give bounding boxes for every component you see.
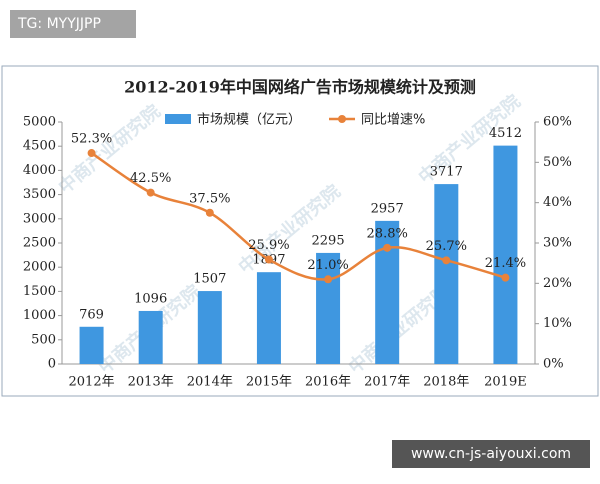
y2-tick-label: 10%	[543, 316, 572, 331]
line-value-label: 21.4%	[485, 256, 526, 271]
legend-label: 市场规模（亿元）	[197, 112, 301, 128]
line-point	[146, 188, 155, 197]
bar-value-label: 1507	[193, 272, 226, 287]
y-tick-label: 1000	[23, 308, 56, 323]
x-tick-label: 2019E	[484, 375, 527, 390]
legend-swatch	[165, 114, 191, 124]
line-value-label: 42.5%	[130, 171, 171, 186]
bar	[79, 326, 104, 364]
y2-tick-label: 40%	[543, 195, 572, 210]
tag-box	[10, 10, 136, 38]
bar	[256, 272, 281, 364]
footer-box	[392, 440, 590, 468]
y-tick-label: 3500	[23, 187, 56, 202]
bar	[434, 184, 459, 364]
x-tick-label: 2015年	[246, 375, 292, 390]
line-point	[383, 243, 392, 252]
line-value-label: 28.8%	[367, 226, 408, 241]
line-point	[324, 275, 333, 284]
bar-value-label: 2957	[371, 201, 404, 216]
y-tick-label: 1500	[23, 284, 56, 299]
y2-tick-label: 0%	[543, 357, 564, 372]
line-value-label: 52.3%	[71, 132, 112, 147]
y-tick-label: 500	[31, 332, 56, 347]
y2-tick-label: 50%	[543, 155, 572, 170]
y-tick-label: 2000	[23, 260, 56, 275]
bar-value-label: 4512	[489, 126, 522, 141]
footer-text: www.cn-js-aiyouxi.com	[411, 446, 571, 462]
bar-value-label: 1096	[134, 291, 167, 306]
bar	[197, 291, 222, 364]
bar	[316, 252, 341, 364]
y2-tick-label: 20%	[543, 276, 572, 291]
x-tick-label: 2016年	[305, 375, 351, 390]
bar	[375, 220, 400, 364]
y-tick-label: 5000	[23, 115, 56, 130]
line-value-label: 21.0%	[307, 258, 348, 273]
y-tick-label: 4500	[23, 139, 56, 154]
x-tick-label: 2017年	[364, 375, 410, 390]
chart-frame	[1, 65, 599, 397]
bar-value-label: 769	[79, 307, 104, 322]
legend-label: 同比增速%	[361, 113, 425, 128]
x-tick-label: 2012年	[69, 375, 115, 390]
x-tick-label: 2014年	[187, 375, 233, 390]
x-tick-label: 2013年	[128, 375, 174, 390]
x-tick-label: 2018年	[423, 375, 469, 390]
legend-swatch	[338, 115, 347, 123]
line-point	[205, 208, 214, 217]
line-point	[87, 149, 96, 158]
bar	[493, 145, 518, 364]
line-value-label: 25.7%	[426, 239, 467, 254]
line-value-label: 25.9%	[248, 238, 289, 253]
line-point	[442, 256, 451, 265]
y2-tick-label: 30%	[543, 236, 572, 251]
y-tick-label: 4000	[23, 163, 56, 178]
line-value-label: 37.5%	[189, 191, 230, 206]
chart-title: 2012-2019年中国网络广告市场规模统计及预测	[124, 78, 476, 97]
y2-tick-label: 60%	[543, 115, 572, 130]
y-tick-label: 0	[48, 357, 56, 372]
y-tick-label: 3000	[23, 211, 56, 226]
y-tick-label: 2500	[23, 236, 56, 251]
tag-text: TG: MYYJJPP	[17, 16, 101, 32]
bar	[138, 310, 163, 364]
line-point	[264, 255, 273, 264]
bar-value-label: 2295	[312, 233, 345, 248]
line-point	[501, 273, 510, 282]
bar-value-label: 3717	[430, 165, 463, 180]
